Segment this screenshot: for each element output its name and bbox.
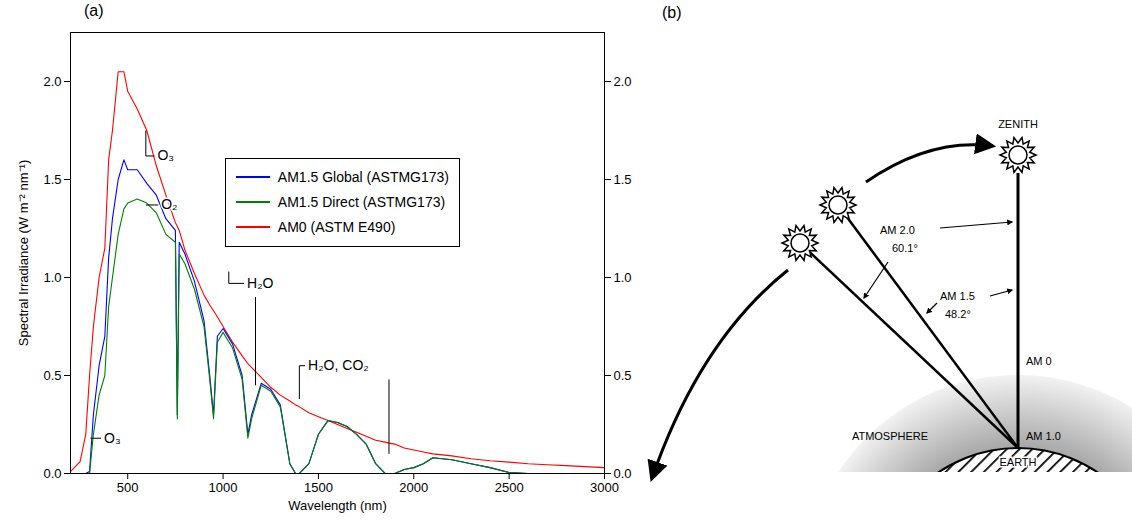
svg-text:AM 1.5: AM 1.5 bbox=[940, 290, 975, 302]
svg-text:2000: 2000 bbox=[399, 480, 428, 495]
svg-text:500: 500 bbox=[117, 480, 139, 495]
svg-text:Wavelength (nm): Wavelength (nm) bbox=[288, 498, 387, 513]
svg-text:(b): (b) bbox=[662, 4, 682, 21]
svg-text:1.0: 1.0 bbox=[43, 270, 61, 285]
html-text:AM1.5 Direct (ASTMG173): AM1.5 Direct (ASTMG173) bbox=[277, 194, 446, 211]
svg-text:1500: 1500 bbox=[304, 480, 333, 495]
html-text:AM1.5 Global (ASTMG173): AM1.5 Global (ASTMG173) bbox=[277, 169, 449, 186]
html-text:AM0 (ASTM E490): AM0 (ASTM E490) bbox=[277, 219, 396, 236]
svg-text:O₃: O₃ bbox=[104, 430, 121, 446]
svg-text:2.0: 2.0 bbox=[43, 74, 61, 89]
svg-text:H₂O: H₂O bbox=[247, 275, 274, 291]
svg-text:AM 2.0: AM 2.0 bbox=[880, 224, 915, 236]
svg-text:ATMOSPHERE: ATMOSPHERE bbox=[852, 430, 928, 442]
svg-text:1000: 1000 bbox=[209, 480, 238, 495]
svg-text:1.0: 1.0 bbox=[614, 270, 632, 285]
svg-text:O₂: O₂ bbox=[161, 196, 177, 212]
svg-text:ZENITH: ZENITH bbox=[998, 118, 1038, 130]
svg-text:AM 1.0: AM 1.0 bbox=[1026, 430, 1061, 442]
svg-text:Spectral Irradiance (W m⁻² nm⁻: Spectral Irradiance (W m⁻² nm⁻¹) bbox=[16, 160, 31, 346]
svg-text:2500: 2500 bbox=[495, 480, 524, 495]
svg-text:48.2°: 48.2° bbox=[945, 308, 971, 320]
svg-text:0.0: 0.0 bbox=[614, 466, 632, 481]
svg-text:0.0: 0.0 bbox=[43, 466, 61, 481]
svg-text:60.1°: 60.1° bbox=[892, 242, 918, 254]
svg-text:O₃: O₃ bbox=[157, 147, 174, 163]
svg-text:2.0: 2.0 bbox=[614, 74, 632, 89]
svg-text:EARTH: EARTH bbox=[999, 456, 1036, 468]
html-text:(a): (a) bbox=[84, 2, 104, 19]
svg-text:H₂O, CO₂: H₂O, CO₂ bbox=[308, 357, 369, 373]
svg-text:0.5: 0.5 bbox=[614, 368, 632, 383]
svg-text:0.5: 0.5 bbox=[43, 368, 61, 383]
svg-text:1.5: 1.5 bbox=[614, 172, 632, 187]
svg-text:1.5: 1.5 bbox=[43, 172, 61, 187]
svg-text:AM 0: AM 0 bbox=[1026, 355, 1052, 367]
svg-text:3000: 3000 bbox=[590, 480, 619, 495]
